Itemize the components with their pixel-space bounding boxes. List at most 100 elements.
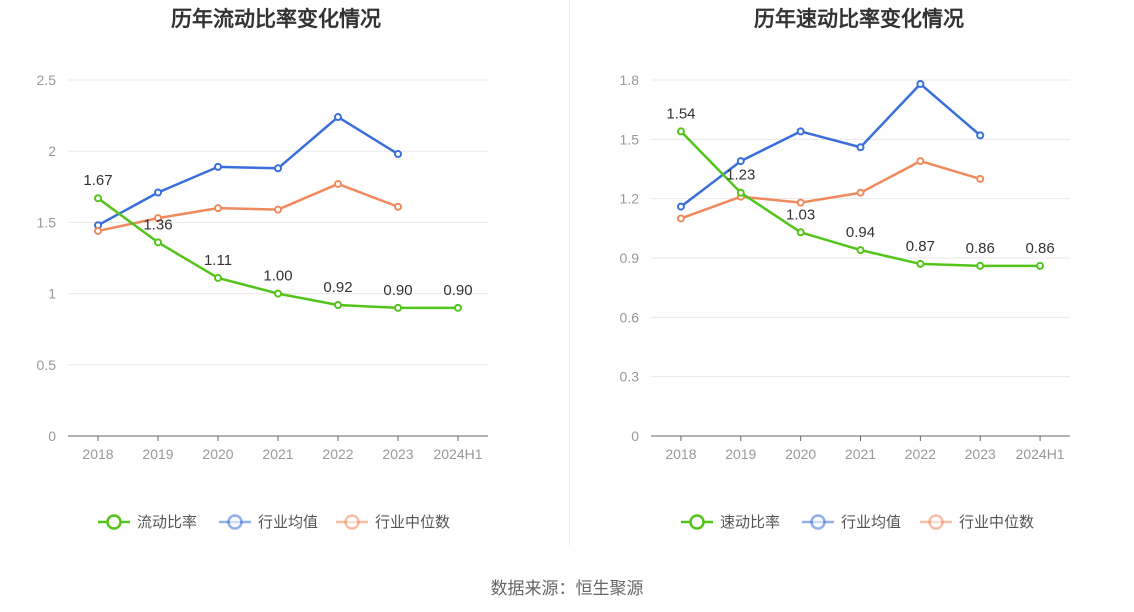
y-tick-label: 1.2: [620, 191, 640, 207]
data-label: 1.11: [204, 252, 232, 269]
series-line-median: [97, 182, 399, 233]
y-tick-label: 1.5: [37, 214, 57, 230]
x-tick-label: 2019: [142, 446, 173, 462]
data-point-avg: [796, 127, 805, 136]
data-label: 0.92: [323, 279, 352, 296]
y-tick-label: 0.3: [620, 369, 640, 385]
data-point-median: [394, 202, 402, 211]
data-label: 1.03: [786, 206, 815, 223]
data-point-main: [334, 300, 342, 309]
data-point-avg: [736, 157, 745, 166]
data-point-median: [856, 188, 865, 197]
data-point-avg: [856, 143, 865, 152]
legend-marker-main: [106, 514, 122, 530]
data-point-main: [274, 289, 282, 298]
data-label: 1.00: [263, 268, 292, 285]
data-point-main: [1036, 261, 1045, 270]
x-tick-label: 2021: [262, 446, 293, 462]
legend-item: 行业均值: [219, 514, 318, 531]
legend-marker-avg: [227, 514, 243, 530]
y-tick-label: 2.5: [37, 72, 57, 88]
legend-label: 行业均值: [841, 514, 901, 531]
data-point-median: [676, 214, 685, 223]
legend-label: 行业中位数: [375, 514, 450, 531]
data-point-main: [676, 127, 685, 136]
data-point-main: [916, 259, 925, 268]
y-tick-label: 1.8: [620, 72, 640, 88]
data-point-median: [976, 174, 985, 183]
x-tick-label: 2020: [202, 446, 233, 462]
data-point-median: [334, 179, 342, 188]
data-point-avg: [394, 150, 402, 159]
y-tick-label: 0.5: [37, 357, 57, 373]
y-tick-label: 0: [631, 428, 639, 444]
data-point-main: [94, 194, 102, 203]
data-point-main: [976, 261, 985, 270]
data-point-avg: [334, 113, 342, 122]
x-tick-label: 2024H1: [433, 446, 482, 462]
data-label: 0.86: [1025, 240, 1054, 257]
legend-item: 行业均值: [802, 514, 901, 531]
data-point-median: [94, 226, 102, 235]
data-point-median: [916, 157, 925, 166]
data-label: 0.94: [846, 224, 875, 241]
legend-item: 流动比率: [98, 514, 197, 531]
x-tick-label: 2022: [322, 446, 353, 462]
data-point-main: [856, 246, 865, 255]
legend-label: 速动比率: [720, 514, 780, 531]
data-point-median: [274, 205, 282, 214]
data-point-median: [796, 198, 805, 207]
data-point-median: [154, 214, 162, 223]
legend-item: 行业中位数: [920, 514, 1034, 531]
data-point-avg: [154, 188, 162, 197]
legend-label: 流动比率: [137, 514, 197, 531]
data-label: 1.36: [143, 216, 172, 233]
data-point-median: [214, 204, 222, 213]
series-line-avg: [680, 82, 982, 208]
data-point-avg: [976, 131, 985, 140]
y-tick-label: 0.6: [620, 309, 640, 325]
chart-title: 历年速动比率变化情况: [754, 7, 964, 31]
legend-label: 行业均值: [258, 514, 318, 531]
legend-marker-avg: [810, 514, 826, 530]
y-tick-label: 0.9: [620, 250, 640, 266]
data-point-main: [454, 303, 462, 312]
data-label: 1.23: [726, 167, 755, 184]
chart-panel-1: 历年流动比率变化情况 0 0.5 1 1.5 2 2.5 2018 2019 2020 2021 20…: [37, 7, 488, 531]
x-tick-label: 2021: [845, 446, 876, 462]
data-point-main: [214, 273, 222, 282]
x-tick-label: 2024H1: [1016, 446, 1065, 462]
legend-marker-median: [344, 514, 360, 530]
chart-panel-2: 历年速动比率变化情况 0 0.3 0.6 0.9 1.2 1.5 1.8 2018 2019 202…: [620, 7, 1070, 531]
data-point-avg: [274, 164, 282, 173]
data-label: 1.54: [666, 105, 695, 122]
legend-item: 速动比率: [681, 514, 780, 531]
legend-marker-main: [689, 514, 705, 530]
data-label: 1.67: [83, 172, 112, 189]
data-point-main: [736, 188, 745, 197]
data-label: 0.90: [383, 282, 412, 299]
y-tick-label: 2: [48, 143, 56, 159]
data-point-main: [154, 238, 162, 247]
y-tick-label: 1: [48, 286, 56, 302]
chart-divider: [569, 0, 570, 545]
data-point-main: [796, 228, 805, 237]
legend-marker-median: [928, 514, 944, 530]
series-line-median: [680, 159, 981, 220]
x-tick-label: 2023: [382, 446, 413, 462]
x-tick-label: 2020: [785, 446, 816, 462]
x-tick-label: 2018: [665, 446, 696, 462]
data-source: 数据来源：恒生聚源: [490, 579, 644, 598]
data-point-main: [394, 303, 402, 312]
data-point-avg: [916, 79, 925, 88]
data-point-avg: [676, 202, 685, 211]
x-tick-label: 2023: [965, 446, 996, 462]
data-label: 0.86: [966, 240, 995, 257]
chart-title: 历年流动比率变化情况: [171, 7, 381, 31]
data-point-avg: [214, 162, 222, 171]
series-line-avg: [97, 115, 399, 227]
data-label: 0.90: [443, 282, 472, 299]
legend-label: 行业中位数: [959, 514, 1034, 531]
x-tick-label: 2018: [82, 446, 113, 462]
